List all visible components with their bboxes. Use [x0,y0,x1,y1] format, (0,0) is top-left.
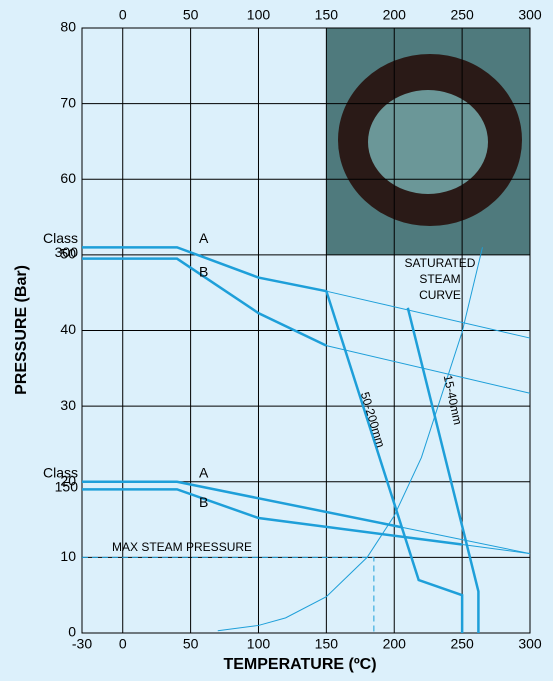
series-label: A [199,464,209,480]
x2-tick-label: 300 [518,7,542,23]
class-label: Class [43,230,78,246]
y-tick-label: 20 [60,472,76,488]
series-line [326,345,531,394]
x2-tick-label: 200 [383,7,407,23]
x2-tick-label: 0 [119,7,127,23]
x2-tick-label: 100 [247,7,271,23]
x-tick-label: 250 [450,636,474,652]
x-tick-label: 150 [315,636,339,652]
series-line [462,544,531,555]
y-tick-label: 60 [60,170,76,186]
photo [326,28,530,255]
y-tick-label: 10 [60,548,76,564]
x-tick-label: 300 [518,636,542,652]
series-label: B [199,494,208,510]
series-line [82,480,402,529]
y-tick-label: 30 [60,397,76,413]
y-tick-label: 50 [60,246,76,262]
y-tick-label: 70 [60,94,76,110]
x-tick-label: 200 [383,636,407,652]
x-tick-label: 50 [183,636,199,652]
series-line [82,556,375,633]
class-label: Class [43,464,78,480]
x2-tick-label: 50 [183,7,199,23]
class-label: 150 [55,478,79,494]
series-line [406,307,480,633]
series-label: A [199,230,209,246]
series-line [326,290,531,339]
steam-curve-label: STEAM [419,272,460,286]
class-label: 300 [55,244,79,260]
y-tick-label: 0 [68,624,76,640]
max-steam-label: MAX STEAM PRESSURE [112,540,252,554]
y-tick-label: 80 [60,19,76,35]
x-tick-label: -30 [72,636,92,652]
y-axis-label: PRESSURE (Bar) [13,265,30,395]
x2-tick-label: 150 [315,7,339,23]
x-tick-label: 0 [119,636,127,652]
series-line [400,526,531,555]
series-label: B [199,263,208,279]
x-axis-label: TEMPERATURE (ºC) [223,656,376,673]
ring-inner [368,90,488,194]
x-tick-label: 100 [247,636,271,652]
series-line [82,257,327,347]
steam-curve-label: SATURATED [405,256,476,270]
x2-tick-label: 250 [450,7,474,23]
series-line [82,488,463,546]
steam-curve-label: CURVE [419,288,461,302]
y-tick-label: 40 [60,321,76,337]
